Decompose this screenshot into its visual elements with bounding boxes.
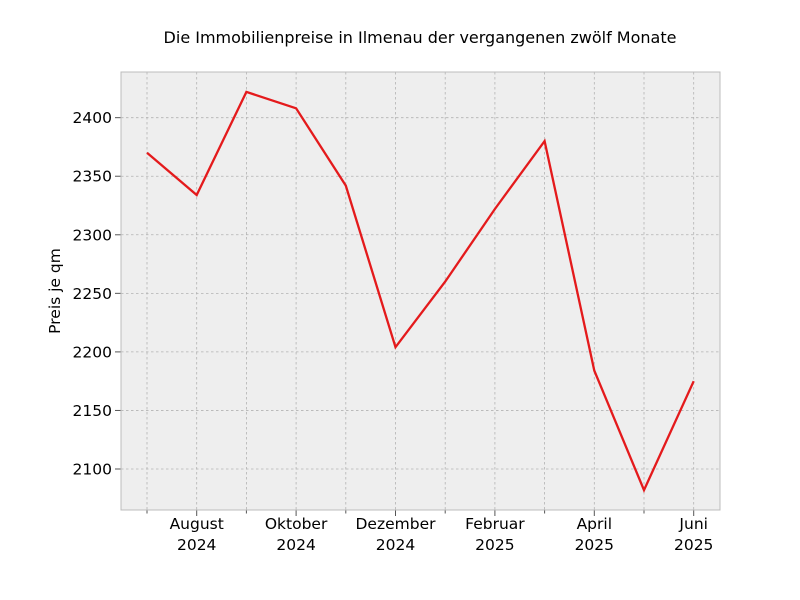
x-tick-label: April 2025 [575,515,614,554]
grid-lines [121,72,720,510]
x-tick-label: Dezember 2024 [356,515,437,554]
x-tick-label: Oktober 2024 [265,515,328,554]
y-tick-label: 2350 [73,168,112,186]
plot-frame [120,71,721,511]
x-axis-tick-labels: August 2024 Oktober 2024 Dezember 2024 Februar… [170,515,714,554]
y-tick-label: 2200 [73,343,112,361]
y-tick-label: 2400 [73,109,112,127]
y-tick-label: 2100 [73,461,112,479]
chart-title: Die Immobilienpreise in Ilmenau der verg… [164,28,677,47]
plot-area [121,72,720,510]
x-tick-label: Februar 2025 [465,515,525,554]
y-tick-label: 2250 [73,285,112,303]
x-tick-label: August 2024 [170,515,224,554]
axis-ticks [115,117,695,516]
x-tick-label: Juni 2025 [674,515,713,554]
series-group [146,90,695,493]
y-tick-label: 2150 [73,402,112,420]
y-axis-label: Preis je qm [46,248,64,334]
y-axis-tick-labels: 2100 2150 2200 2250 2300 2350 2400 [73,109,112,478]
y-tick-label: 2300 [73,226,112,244]
series-line [146,90,695,493]
